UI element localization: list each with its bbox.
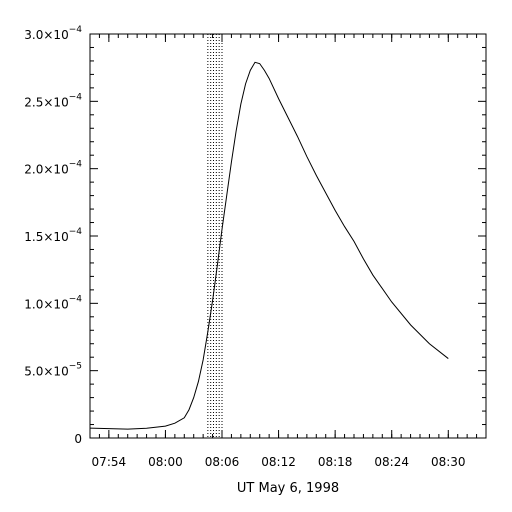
plot-frame [89, 33, 487, 439]
axis-ticks [89, 33, 487, 439]
y-tick-label: 3.0×10−4 [24, 25, 82, 42]
y-tick-label: 5.0×10−5 [24, 362, 82, 379]
y-tick-label: 1.5×10−4 [24, 227, 82, 244]
x-axis-label: UT May 6, 1998 [237, 481, 339, 496]
y-tick-label: 2.0×10−4 [24, 160, 82, 177]
x-tick-label: 08:06 [205, 455, 240, 469]
x-tick-label: 08:24 [374, 455, 409, 469]
x-tick-label: 07:54 [92, 455, 127, 469]
tick-labels: 07:54 08:00 08:06 08:12 08:18 08:24 08:30 0 5.0×… [24, 25, 465, 469]
y-tick-label: 1.0×10−4 [24, 294, 82, 311]
y-tick-label: 2.5×10−4 [24, 92, 82, 109]
x-tick-label: 08:12 [261, 455, 296, 469]
flux-series-line [89, 61, 449, 430]
x-tick-label: 08:00 [148, 455, 183, 469]
series-group [89, 61, 449, 430]
x-tick-label: 08:18 [318, 455, 353, 469]
y-tick-label: 0 [74, 432, 82, 446]
shaded-interval [207, 34, 223, 438]
x-tick-label: 08:30 [431, 455, 466, 469]
